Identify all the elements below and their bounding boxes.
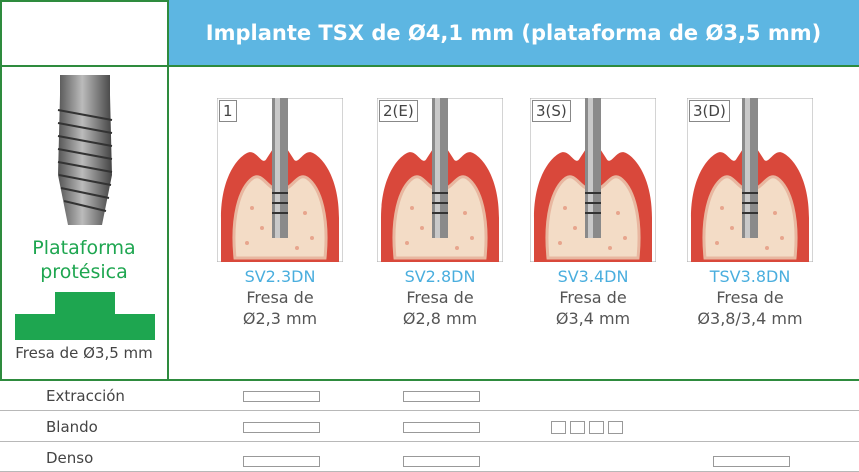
step-label: 3(S) xyxy=(532,100,571,122)
drill-code: SV2.8DN xyxy=(404,267,476,286)
drill-line: Fresa de xyxy=(559,288,627,307)
drill-text: SV3.4DN Fresa de Ø3,4 mm xyxy=(518,266,668,329)
drill-text: TSV3.8DN Fresa de Ø3,8/3,4 mm xyxy=(675,266,825,329)
row-line xyxy=(0,410,859,411)
drill-text: SV2.3DN Fresa de Ø2,3 mm xyxy=(205,266,355,329)
cell-box xyxy=(403,456,480,467)
row-label: Extracción xyxy=(46,387,125,405)
drill-size: Ø2,8 mm xyxy=(402,309,478,328)
drill-size: Ø3,4 mm xyxy=(555,309,631,328)
drill-illustration xyxy=(685,96,815,264)
drill-image: 1 xyxy=(215,96,345,264)
implant-image xyxy=(57,75,113,225)
step-label: 2(E) xyxy=(379,100,418,122)
divider xyxy=(0,0,168,2)
cell-box xyxy=(243,422,320,433)
drill-image: 3(S) xyxy=(528,96,658,264)
left-drill: Fresa de Ø3,5 mm xyxy=(15,344,153,362)
drill-size: Ø3,8/3,4 mm xyxy=(697,309,803,328)
cell-box xyxy=(713,456,790,467)
drill-line: Fresa de xyxy=(716,288,784,307)
cell-box xyxy=(243,391,320,402)
drill-line: Fresa de xyxy=(246,288,314,307)
divider xyxy=(167,0,169,380)
cell-square xyxy=(570,421,585,434)
platform-shape xyxy=(15,292,155,340)
drill-image: 2(E) xyxy=(375,96,505,264)
divider xyxy=(0,0,2,380)
drill-image: 3(D) xyxy=(685,96,815,264)
drill-illustration xyxy=(528,96,658,264)
drill-illustration xyxy=(375,96,505,264)
row-line xyxy=(0,441,859,442)
drill-code: SV2.3DN xyxy=(244,267,316,286)
cell-square xyxy=(589,421,604,434)
platform-caption: Plataforma protésica xyxy=(32,237,136,283)
drill-illustration xyxy=(215,96,345,264)
drill-code: SV3.4DN xyxy=(557,267,629,286)
drill-size: Ø2,3 mm xyxy=(242,309,318,328)
cell-box xyxy=(243,456,320,467)
drill-text: SV2.8DN Fresa de Ø2,8 mm xyxy=(365,266,515,329)
drill-line: Fresa de xyxy=(406,288,474,307)
cell-box xyxy=(403,422,480,433)
row-label: Denso xyxy=(46,449,94,467)
step-label: 3(D) xyxy=(689,100,730,122)
row-label: Blando xyxy=(46,418,98,436)
divider xyxy=(0,379,859,381)
drill-code: TSV3.8DN xyxy=(709,267,791,286)
cell-square xyxy=(551,421,566,434)
divider xyxy=(0,65,859,67)
cell-box xyxy=(403,391,480,402)
header-title: Implante TSX de Ø4,1 mm (plataforma de Ø… xyxy=(168,0,859,65)
cell-square xyxy=(608,421,623,434)
step-label: 1 xyxy=(219,100,237,122)
